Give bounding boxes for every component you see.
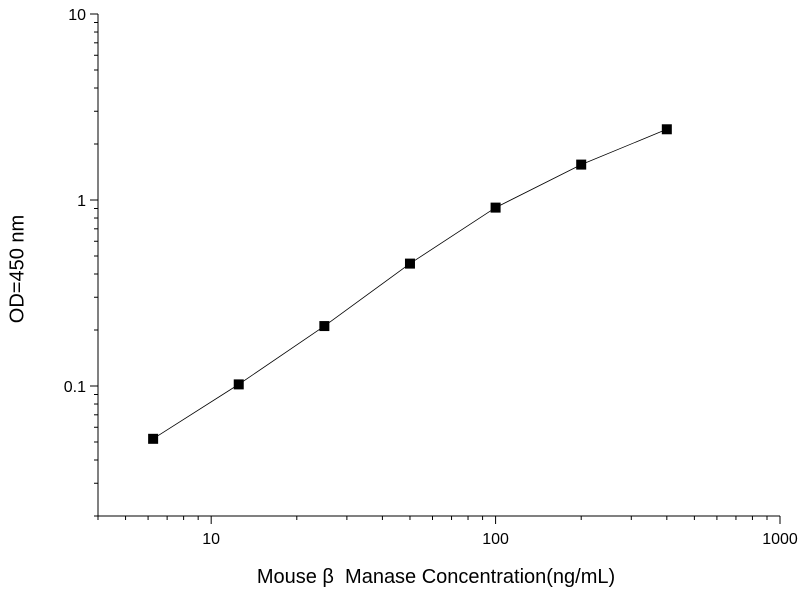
data-point: [490, 202, 501, 213]
y-tick-label: 1: [77, 193, 86, 210]
data-point: [576, 159, 587, 170]
axes: [97, 14, 780, 517]
y-axis-title: OD=450 nm: [6, 215, 28, 323]
y-tick-label: 10: [68, 7, 86, 24]
data-point: [148, 433, 159, 444]
data-point: [661, 124, 672, 135]
data-point: [319, 321, 330, 332]
y-axis-ticks: 0.1 1 10: [64, 7, 98, 517]
y-tick-label: 0.1: [64, 379, 86, 396]
series-line-group: [152, 128, 667, 440]
series-line: [152, 128, 667, 440]
x-axis-ticks: 10 100 1000: [97, 516, 798, 548]
series-points-group: [148, 124, 672, 444]
x-tick-label: 100: [482, 531, 509, 548]
data-point: [404, 258, 415, 269]
x-tick-label: 1000: [762, 531, 798, 548]
x-axis-title: Mouse β Manase Concentration(ng/mL): [257, 566, 615, 588]
data-point: [233, 379, 244, 390]
x-tick-label: 10: [202, 531, 220, 548]
